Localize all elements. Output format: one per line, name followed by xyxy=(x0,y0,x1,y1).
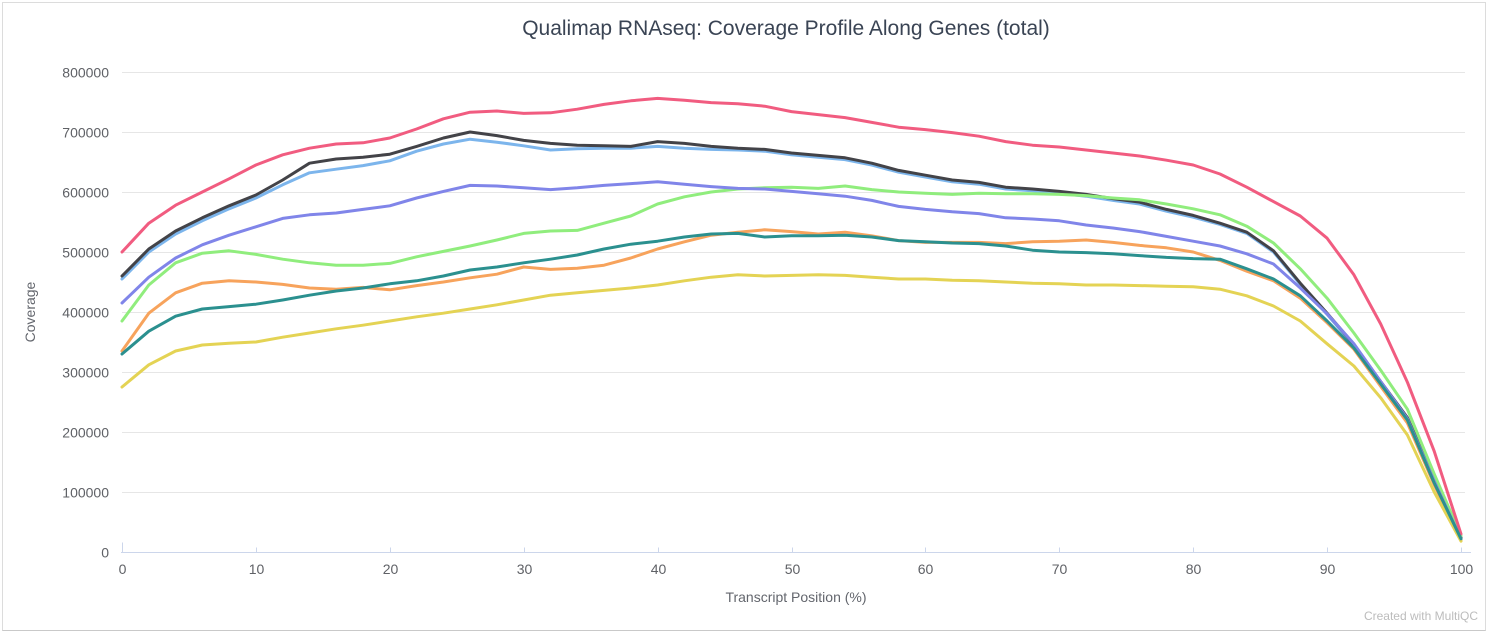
line-series-6-pink[interactable] xyxy=(120,96,1463,536)
y-gridlines xyxy=(122,72,1465,553)
y-tick-label: 700000 xyxy=(62,125,109,141)
x-axis xyxy=(121,542,1471,553)
x-tick-label: 0 xyxy=(119,561,127,577)
multiqc-watermark: Created with MultiQC xyxy=(1364,609,1478,623)
y-tick-label: 500000 xyxy=(62,245,109,261)
x-tick-label: 100 xyxy=(1450,561,1474,577)
x-tick-label: 70 xyxy=(1052,561,1068,577)
y-axis-tick-labels: 0 100000 200000 300000 400000 500000 600000 700… xyxy=(62,65,109,561)
series-lines xyxy=(120,96,1463,543)
line-series-5-purple[interactable] xyxy=(120,180,1463,541)
x-axis-title: Transcript Position (%) xyxy=(725,589,866,605)
line-series-7-yellow[interactable] xyxy=(120,273,1463,543)
x-tick-label: 90 xyxy=(1320,561,1336,577)
coverage-line-chart[interactable]: 0100000200000300000400000500000600000700… xyxy=(3,3,1487,632)
line-series-2-dark-gray[interactable] xyxy=(120,130,1463,540)
x-tick-label: 10 xyxy=(249,561,265,577)
y-tick-label: 100000 xyxy=(62,485,109,501)
line-series-8-teal[interactable] xyxy=(120,231,1463,541)
line-series-3-light-green[interactable] xyxy=(120,184,1463,538)
y-tick-label: 400000 xyxy=(62,305,109,321)
x-tick-label: 50 xyxy=(785,561,801,577)
x-tick-label: 30 xyxy=(517,561,533,577)
chart-title: Qualimap RNAseq: Coverage Profile Along … xyxy=(522,17,1050,40)
y-axis-title: Coverage xyxy=(22,281,38,342)
y-tick-label: 300000 xyxy=(62,365,109,381)
x-tick-label: 40 xyxy=(651,561,667,577)
y-tick-label: 200000 xyxy=(62,425,109,441)
y-tick-label: 600000 xyxy=(62,185,109,201)
x-tick-label: 80 xyxy=(1186,561,1202,577)
x-axis-tick-labels: 0 10 20 30 40 50 60 70 80 90 100 xyxy=(119,561,1474,577)
y-tick-label: 0 xyxy=(101,545,109,561)
x-tick-label: 60 xyxy=(918,561,934,577)
x-tick-label: 20 xyxy=(383,561,399,577)
line-series-1-light-blue[interactable] xyxy=(120,137,1463,540)
y-tick-label: 800000 xyxy=(62,65,109,81)
